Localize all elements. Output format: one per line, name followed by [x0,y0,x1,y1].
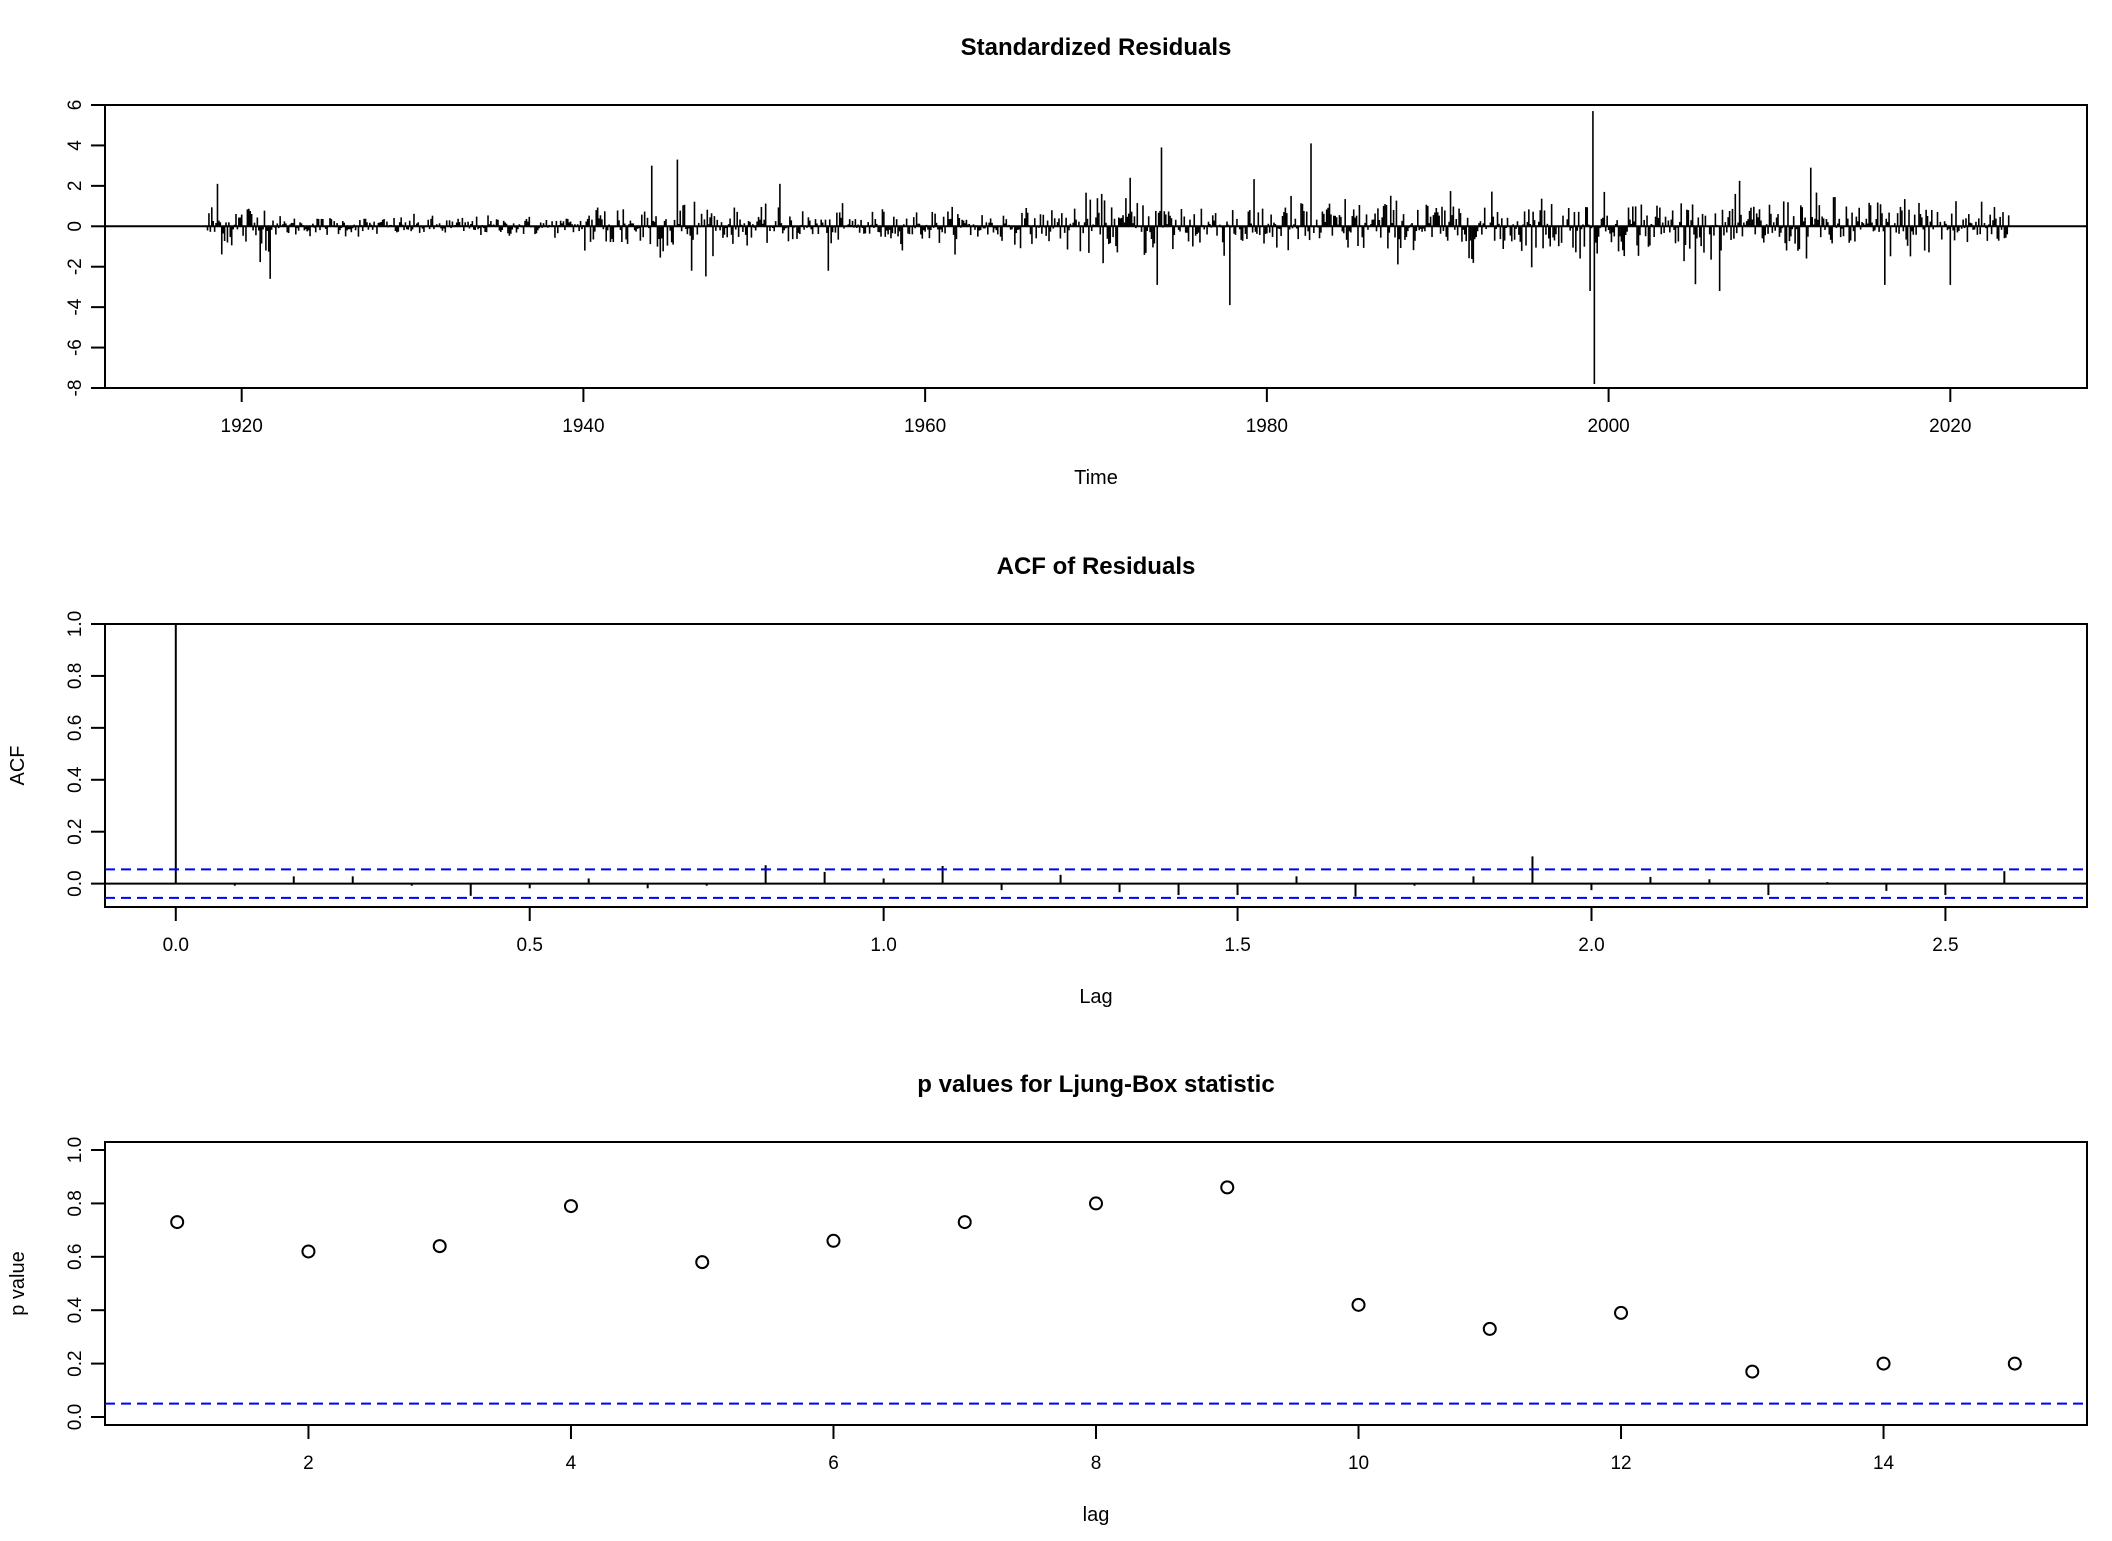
p-value-point [1089,1196,1103,1211]
x-tick-label: 6 [828,1453,839,1474]
acf-panel: ACF of Residuals 0.0 0.5 1.0 1.5 2.0 2.5 0.0 0.2… [7,553,2088,1008]
x-tick-label: 4 [566,1453,577,1474]
p-value-point [2007,1356,2022,1371]
y-tick-label: 0.0 [65,870,86,896]
ljung-box-panel: p values for Ljung-Box statistic 2 4 6 8 10 12… [7,1071,2088,1526]
p-value-point [1614,1305,1629,1320]
x-tick-label: 0.5 [517,935,543,956]
p-value-point [695,1255,710,1270]
x-axis-label: Lag [1079,986,1112,1008]
p-value-point [1351,1297,1366,1312]
p-value-point [301,1244,316,1259]
residual-series [206,111,2010,384]
x-tick-label: 1960 [904,416,946,437]
y-tick-label: 4 [65,140,86,151]
x-axis-label: Time [1074,467,1118,489]
plot-frame [104,623,2088,908]
y-tick-label: -6 [65,339,86,356]
p-value-point [1482,1321,1497,1336]
x-tick-label: 2000 [1587,416,1629,437]
x-tick-label: 2 [303,1453,314,1474]
y-axis-label: p value [7,1251,29,1316]
y-tick-label: 0.6 [65,1244,86,1270]
x-tick-label: 1.0 [870,935,896,956]
p-value-point [1220,1180,1235,1195]
x-tick-label: 1.5 [1224,935,1250,956]
x-tick-label: 2.5 [1932,935,1958,956]
y-tick-label: 1.0 [65,1137,86,1163]
x-tick-label: 14 [1873,1453,1895,1474]
p-value-point [826,1233,841,1248]
y-tick-label: 0 [65,221,86,232]
y-tick-label: 0.8 [65,663,86,689]
x-tick-label: 1980 [1246,416,1288,437]
p-value-point [957,1215,972,1230]
chart-title: p values for Ljung-Box statistic [917,1071,1274,1098]
y-tick-label: -8 [65,380,86,397]
y-tick-label: 0.6 [65,715,86,741]
x-axis-label: lag [1083,1504,1110,1526]
x-tick-label: 12 [1610,1453,1631,1474]
y-tick-label: 2 [65,181,86,192]
y-tick-label: 0.2 [65,1350,86,1376]
x-tick-label: 2020 [1929,416,1971,437]
y-tick-label: -2 [65,258,86,275]
x-tick-label: 0.0 [163,935,189,956]
y-tick-label: 0.2 [65,818,86,844]
p-value-point [432,1239,447,1254]
x-tick-label: 1920 [221,416,263,437]
p-value-point [1745,1364,1760,1379]
y-tick-label: -4 [65,298,86,315]
x-tick-label: 8 [1091,1453,1102,1474]
y-tick-label: 0.0 [65,1404,86,1430]
p-value-point [1876,1356,1891,1371]
y-tick-label: 6 [65,100,86,111]
y-tick-label: 1.0 [65,611,86,637]
chart-title: ACF of Residuals [997,553,1196,580]
x-tick-label: 10 [1348,1453,1369,1474]
y-tick-label: 0.8 [65,1190,86,1216]
y-axis-label: ACF [7,746,29,786]
p-value-point [170,1215,185,1230]
x-tick-label: 1940 [562,416,604,437]
y-tick-label: 0.4 [65,1297,86,1324]
plot-frame [104,104,2088,389]
y-tick-label: 0.4 [65,766,86,793]
chart-title: Standardized Residuals [961,34,1232,61]
plot-frame [104,1141,2088,1426]
x-tick-label: 2.0 [1578,935,1604,956]
p-value-point [563,1199,578,1214]
